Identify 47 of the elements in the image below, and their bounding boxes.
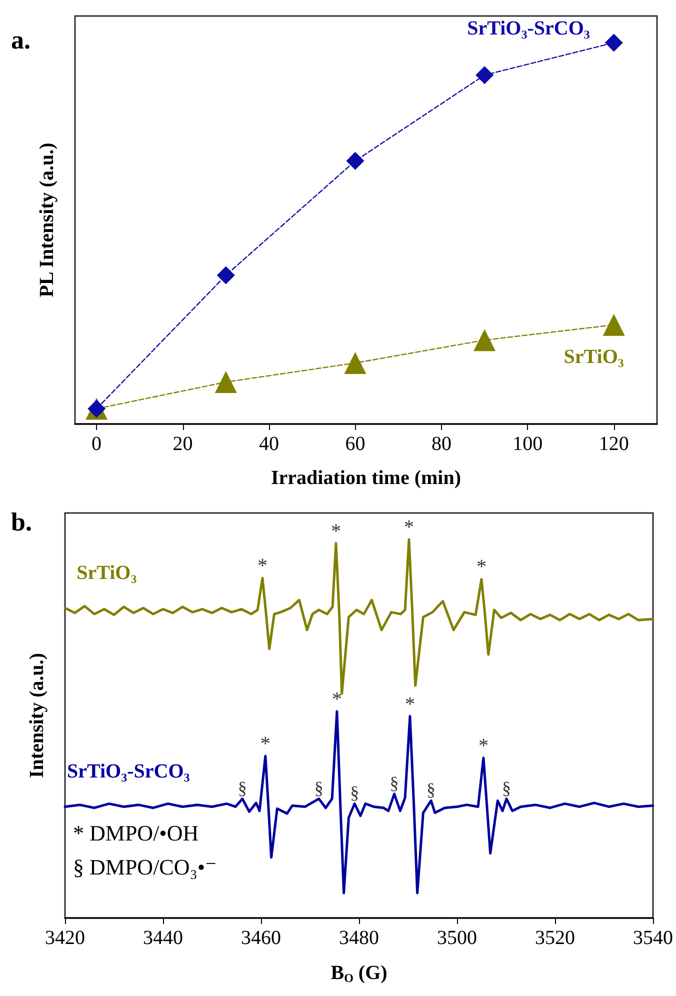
x-tick-label: 40	[259, 433, 279, 455]
chart-title: b.	[11, 508, 32, 536]
annotation: §	[426, 780, 436, 800]
annotation: *	[257, 555, 268, 578]
series-label: SrTiO₃	[564, 346, 624, 368]
point	[344, 352, 366, 374]
annotation: *	[404, 693, 415, 716]
point	[602, 314, 625, 336]
point	[604, 34, 623, 52]
annotation: *	[404, 516, 414, 538]
series-label: SrTiO₃	[76, 562, 137, 584]
x-tick-label: 3420	[45, 927, 85, 949]
annotation: * DMPO/•OH	[73, 820, 199, 846]
annotation: §	[238, 778, 247, 798]
x-tick-label: 3500	[437, 927, 477, 949]
annotation: §	[314, 778, 324, 798]
point	[346, 152, 364, 170]
x-tick-label: 120	[598, 433, 629, 455]
annotation: *	[476, 556, 486, 578]
x-tick-label: 3460	[241, 927, 281, 949]
x-tick-label: 3540	[633, 927, 673, 949]
y-axis-title: Intensity (a.u.)	[26, 652, 48, 778]
x-tick-label: 80	[431, 433, 452, 455]
annotation: *	[478, 734, 488, 757]
x-tick-label: 60	[345, 433, 366, 455]
x-tick-label: 20	[172, 433, 193, 455]
y-axis-title: PL Intensity (a.u.)	[36, 142, 58, 298]
annotation: § DMPO/CO₃•⁻	[73, 854, 217, 880]
x-tick-label: 100	[512, 433, 543, 455]
annotation: §	[390, 772, 399, 793]
point	[216, 266, 235, 284]
point	[476, 66, 494, 84]
annotation: *	[330, 520, 341, 542]
x-tick-label: 3520	[535, 927, 575, 949]
annotation: §	[350, 782, 360, 803]
x-tick-label: 3480	[339, 927, 379, 949]
series-label: SrTiO₃-SrCO₃	[467, 18, 590, 40]
series-label: SrTiO₃-SrCO₃	[67, 760, 190, 783]
x-tick-label: 3440	[143, 927, 183, 949]
annotation: *	[260, 733, 270, 755]
point	[214, 371, 237, 394]
annotation: §	[502, 778, 511, 798]
annotation: *	[332, 688, 342, 710]
x-axis-title: Irradiation time (min)	[271, 467, 461, 489]
x-tick-label: 0	[92, 433, 102, 455]
point	[474, 329, 496, 352]
chart-title: a.	[11, 26, 30, 54]
